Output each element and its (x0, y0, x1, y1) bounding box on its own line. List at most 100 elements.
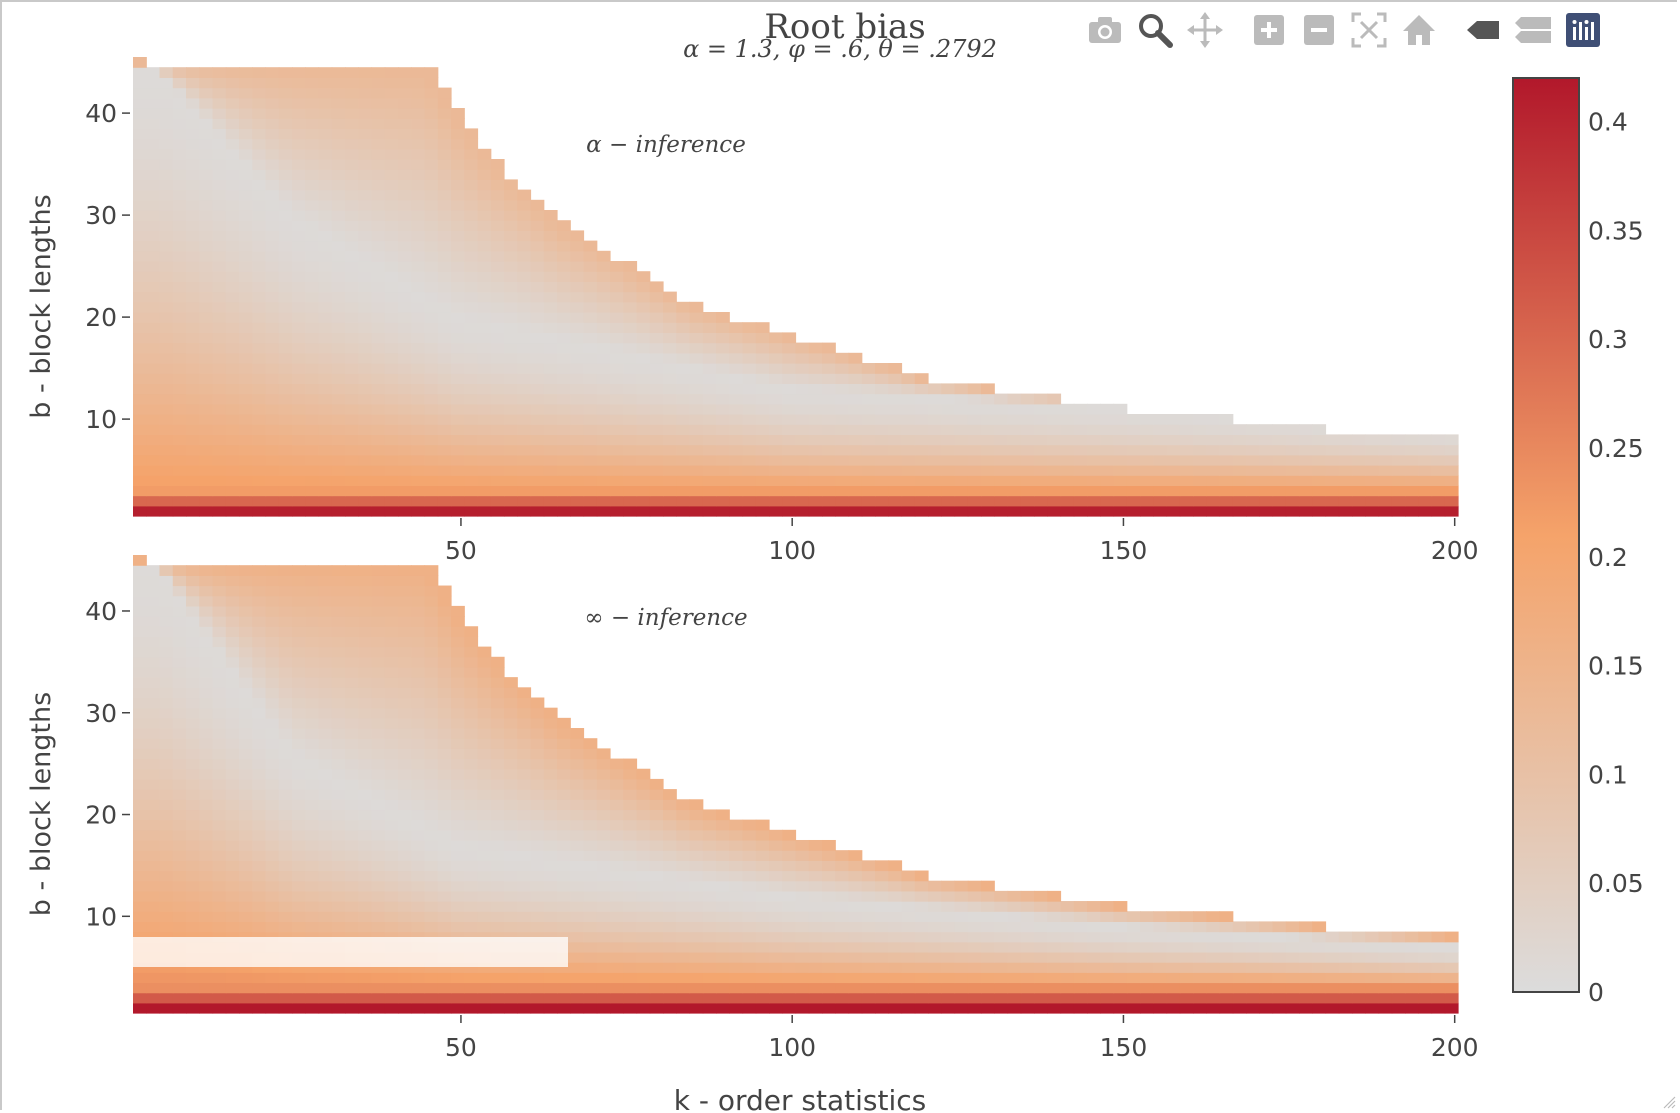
heatmap-cell[interactable] (292, 281, 306, 293)
heatmap-cell[interactable] (437, 128, 452, 140)
heatmap-cell[interactable] (239, 475, 253, 486)
heatmap-cell[interactable] (398, 972, 412, 984)
heatmap-cell[interactable] (769, 434, 783, 446)
heatmap-cell[interactable] (239, 128, 253, 140)
heatmap-cell[interactable] (782, 870, 797, 882)
heatmap-cell[interactable] (225, 414, 240, 425)
heatmap-cell[interactable] (265, 992, 280, 1004)
heatmap-cell[interactable] (384, 687, 399, 699)
heatmap-cell[interactable] (424, 108, 439, 119)
heatmap-cell[interactable] (252, 687, 267, 699)
heatmap-cell[interactable] (623, 911, 638, 922)
heatmap-cell[interactable] (1299, 495, 1313, 507)
heatmap-cell[interactable] (437, 291, 452, 303)
heatmap-cell[interactable] (848, 951, 863, 963)
heatmap-cell[interactable] (1312, 962, 1327, 973)
heatmap-cell[interactable] (517, 199, 532, 211)
heatmap-cell[interactable] (941, 890, 956, 902)
heatmap-cell[interactable] (172, 687, 187, 699)
heatmap-cell[interactable] (252, 1002, 267, 1014)
heatmap-cell[interactable] (384, 332, 399, 344)
heatmap-cell[interactable] (1352, 465, 1366, 476)
heatmap-cell[interactable] (278, 77, 293, 89)
heatmap-cell[interactable] (875, 465, 889, 476)
heatmap-cell[interactable] (570, 465, 585, 476)
heatmap-cell[interactable] (1193, 941, 1207, 953)
heatmap-cell[interactable] (371, 565, 386, 576)
heatmap-cell[interactable] (1140, 485, 1154, 497)
zoom-out-icon[interactable] (1299, 10, 1339, 50)
heatmap-cell[interactable] (265, 363, 280, 374)
heatmap-cell[interactable] (398, 809, 412, 821)
heatmap-cell[interactable] (742, 1002, 757, 1014)
heatmap-cell[interactable] (1113, 444, 1128, 456)
heatmap-cell[interactable] (1259, 495, 1274, 507)
heatmap-cell[interactable] (517, 189, 532, 201)
heatmap-cell[interactable] (133, 434, 147, 446)
heatmap-cell[interactable] (345, 595, 359, 607)
heatmap-cell[interactable] (663, 860, 677, 872)
heatmap-cell[interactable] (557, 778, 571, 790)
heatmap-cell[interactable] (252, 931, 267, 943)
heatmap-cell[interactable] (331, 485, 346, 497)
heatmap-cell[interactable] (530, 911, 545, 922)
zoom-in-icon[interactable] (1249, 10, 1289, 50)
heatmap-cell[interactable] (967, 434, 982, 446)
heatmap-cell[interactable] (914, 485, 929, 497)
heatmap-cell[interactable] (1378, 505, 1393, 517)
heatmap-cell[interactable] (596, 271, 611, 282)
heatmap-cell[interactable] (517, 809, 532, 821)
heatmap-cell[interactable] (172, 921, 187, 933)
heatmap-cell[interactable] (557, 728, 571, 739)
heatmap-cell[interactable] (1126, 992, 1141, 1004)
heatmap-cell[interactable] (530, 342, 545, 354)
heatmap-cell[interactable] (795, 839, 810, 851)
heatmap-cell[interactable] (530, 707, 545, 719)
heatmap-cell[interactable] (1259, 962, 1274, 973)
heatmap-cell[interactable] (755, 444, 770, 456)
heatmap-cell[interactable] (371, 850, 386, 861)
heatmap-cell[interactable] (292, 261, 306, 272)
heatmap-cell[interactable] (424, 646, 439, 658)
heatmap-cell[interactable] (398, 636, 412, 648)
heatmap-cell[interactable] (1312, 444, 1327, 456)
heatmap-cell[interactable] (610, 880, 624, 892)
heatmap-cell[interactable] (292, 850, 306, 861)
heatmap-cell[interactable] (186, 169, 200, 180)
heatmap-cell[interactable] (557, 799, 571, 811)
heatmap-cell[interactable] (742, 931, 757, 943)
heatmap-cell[interactable] (716, 393, 730, 405)
heatmap-cell[interactable] (1020, 992, 1035, 1004)
heatmap-cell[interactable] (172, 697, 187, 709)
heatmap-cell[interactable] (371, 159, 386, 170)
heatmap-cell[interactable] (133, 57, 147, 68)
heatmap-cell[interactable] (1100, 414, 1115, 425)
heatmap-cell[interactable] (212, 505, 227, 517)
heatmap-cell[interactable] (252, 77, 267, 89)
heatmap-cell[interactable] (225, 322, 240, 333)
heatmap-cell[interactable] (186, 199, 200, 211)
heatmap-cell[interactable] (530, 271, 545, 282)
heatmap-cell[interactable] (504, 393, 518, 405)
heatmap-cell[interactable] (305, 728, 320, 739)
heatmap-cell[interactable] (265, 444, 280, 456)
heatmap-cell[interactable] (318, 850, 333, 861)
heatmap-cell[interactable] (437, 301, 452, 313)
heatmap-cell[interactable] (225, 169, 240, 180)
heatmap-cell[interactable] (239, 646, 253, 658)
heatmap-cell[interactable] (729, 465, 744, 476)
heatmap-cell[interactable] (1060, 972, 1075, 984)
heatmap-cell[interactable] (345, 363, 359, 374)
heatmap-cell[interactable] (742, 972, 757, 984)
heatmap-cell[interactable] (371, 677, 386, 688)
heatmap-cell[interactable] (636, 911, 651, 922)
heatmap-cell[interactable] (517, 250, 532, 262)
heatmap-cell[interactable] (901, 414, 916, 425)
heatmap-cell[interactable] (702, 454, 717, 466)
heatmap-cell[interactable] (265, 271, 280, 282)
heatmap-cell[interactable] (464, 291, 479, 303)
heatmap-cell[interactable] (543, 383, 558, 395)
heatmap-cell[interactable] (146, 210, 161, 221)
heatmap-cell[interactable] (941, 465, 956, 476)
heatmap-cell[interactable] (358, 403, 373, 415)
